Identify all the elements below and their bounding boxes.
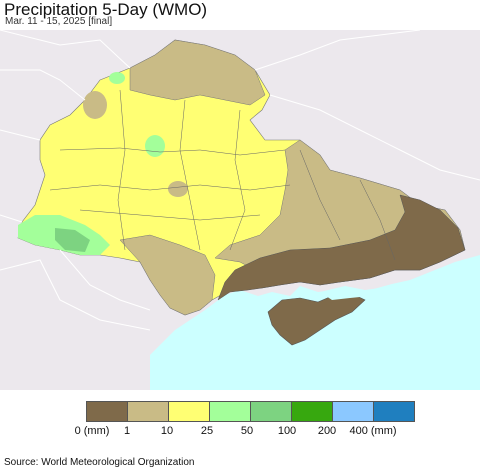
region-25mm-center	[145, 135, 165, 157]
precipitation-map	[0, 30, 480, 390]
region-50mm-west	[55, 228, 90, 252]
legend-label-0: 0 (mm)	[74, 425, 110, 437]
precipitation-legend	[86, 401, 415, 422]
region-1mm-north	[129, 39, 266, 106]
region-25mm-north	[109, 72, 125, 84]
region-1mm-patch	[168, 181, 188, 197]
legend-label-1: 1	[123, 425, 131, 437]
region-0mm-southeast	[217, 194, 466, 301]
date-range-subtitle: Mar. 11 - 15, 2025 [final]	[5, 16, 113, 27]
legend-label-3: 25	[200, 425, 214, 437]
legend-swatch-6	[333, 402, 374, 421]
legend-swatch-0	[87, 402, 128, 421]
legend-swatch-5	[292, 402, 333, 421]
region-1mm-patch-nw	[83, 91, 107, 119]
oblast-borders	[49, 89, 396, 261]
country-borders	[0, 30, 480, 331]
legend-label-2: 10	[160, 425, 174, 437]
legend-label-5: 100	[277, 425, 297, 437]
legend-label-6: 200	[317, 425, 337, 437]
legend-label-4: 50	[240, 425, 254, 437]
legend-label-7: 400 (mm)	[349, 425, 397, 437]
map-title: Precipitation 5-Day (WMO)	[4, 0, 208, 19]
region-1mm-south	[119, 234, 216, 316]
legend-swatch-1	[128, 402, 169, 421]
legend-swatch-7	[374, 402, 414, 421]
legend-swatch-3	[210, 402, 251, 421]
crimea	[267, 291, 366, 346]
legend-swatch-4	[251, 402, 292, 421]
legend-swatch-2	[169, 402, 210, 421]
source-credit: Source: World Meteorological Organizatio…	[4, 457, 195, 468]
sea-of-azov	[320, 286, 380, 300]
